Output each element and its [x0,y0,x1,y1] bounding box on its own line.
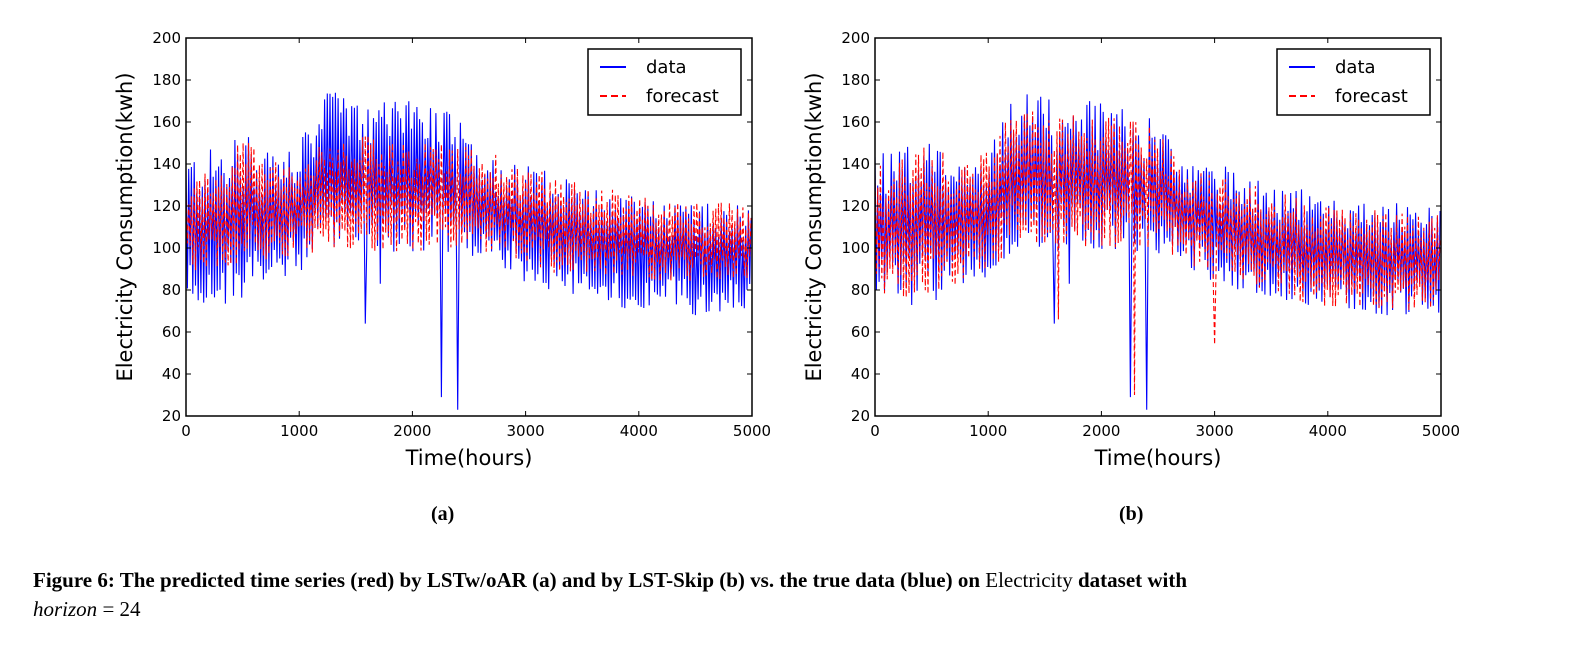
y-tick-label: 100 [841,239,870,257]
legend-label-forecast: forecast [646,86,719,107]
y-tick-label: 160 [152,113,181,131]
figure-caption: Figure 6: The predicted time series (red… [33,566,1573,624]
chart-b: 0 1000 2000 3000 4000 5000 20 40 60 80 100 120 140 16… [802,29,1460,470]
y-tick-label: 140 [841,155,870,173]
y-tick-label: 180 [152,71,181,89]
legend-label-data: data [1335,57,1376,78]
y-tick-label: 60 [851,323,870,341]
y-tick-label: 120 [841,197,870,215]
y-axis-label: Electricity Consumption(kwh) [802,72,826,381]
y-tick-label: 200 [152,29,181,47]
x-tick-label: 2000 [1082,422,1120,440]
y-tick-label: 40 [162,365,181,383]
y-tick-label: 40 [851,365,870,383]
series-line-forecast [875,111,1441,396]
series-line-data [875,94,1441,410]
y-tick-label: 120 [152,197,181,215]
x-tick-label: 1000 [969,422,1007,440]
x-tick-label: 3000 [1196,422,1234,440]
x-tick-label: 3000 [507,422,545,440]
plot-frame [185,37,753,417]
caption-math-rest: = 24 [102,597,141,621]
legend-box [587,48,742,116]
legend-label-data: data [646,57,687,78]
y-axis-label: Electricity Consumption(kwh) [113,72,137,381]
y-tick-label: 180 [841,71,870,89]
x-tick-label: 1000 [280,422,318,440]
chart-a: 0 1000 2000 3000 4000 5000 20 40 60 80 100 120 140 16… [113,29,771,470]
plot-frame [874,37,1442,417]
x-tick-label: 4000 [1309,422,1347,440]
legend-label-forecast: forecast [1335,86,1408,107]
caption-dataset: Electricity [985,568,1073,592]
x-tick-label: 2000 [393,422,431,440]
x-tick-label: 4000 [620,422,658,440]
caption-suffix: dataset with [1077,568,1188,592]
y-tick-label: 80 [851,281,870,299]
x-axis-label: Time(hours) [405,446,533,470]
x-tick-label: 5000 [1422,422,1460,440]
y-tick-label: 60 [162,323,181,341]
y-tick-label: 160 [841,113,870,131]
x-tick-label: 0 [870,422,880,440]
y-tick-label: 80 [162,281,181,299]
y-tick-label: 200 [841,29,870,47]
caption-math-var: horizon [33,597,98,621]
x-tick-label: 0 [181,422,191,440]
y-tick-label: 20 [851,407,870,425]
x-axis-label: Time(hours) [1094,446,1222,470]
subfigure-label-b: (b) [1119,503,1144,525]
series-line-data [186,92,752,410]
legend-box [1276,48,1431,116]
y-tick-label: 140 [152,155,181,173]
subfigure-label-a: (a) [431,503,455,525]
y-tick-label: 100 [152,239,181,257]
caption-prefix: Figure 6: The predicted time series (red… [33,568,980,592]
y-tick-label: 20 [162,407,181,425]
x-tick-label: 5000 [733,422,771,440]
series-line-forecast [186,135,752,282]
